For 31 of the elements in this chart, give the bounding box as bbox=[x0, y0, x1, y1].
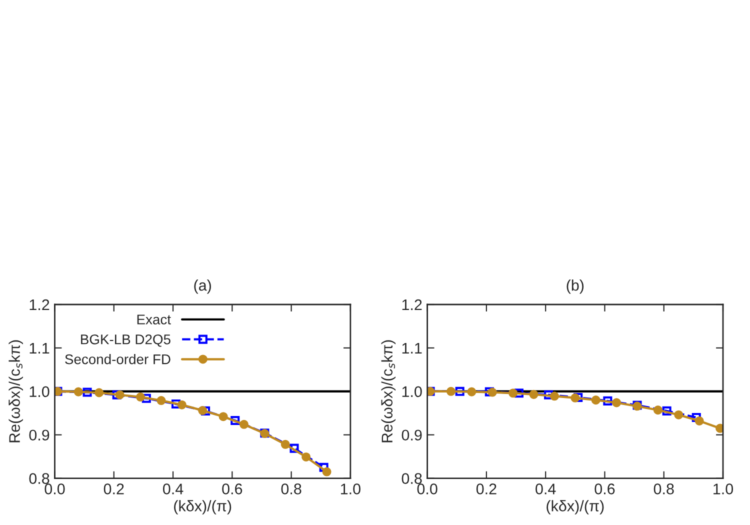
y-tick-label: 1.0 bbox=[30, 386, 50, 398]
chart-title: (a) bbox=[194, 280, 211, 294]
legend-label: Exact bbox=[137, 314, 171, 324]
x-tick-label: 0.8 bbox=[281, 484, 302, 494]
y-axis-title: Re(ωδx)/(c$_{s}$kπ) bbox=[8, 340, 23, 442]
x-tick-label: 0.0 bbox=[44, 484, 65, 494]
x-tick-label: 1.0 bbox=[714, 484, 734, 494]
x-tick-label: 0.2 bbox=[476, 484, 496, 494]
x-tick-label: 0.2 bbox=[104, 484, 124, 494]
x-tick-label: 1.0 bbox=[340, 484, 360, 494]
y-tick-label: 0.8 bbox=[29, 473, 50, 484]
chart-title: (b) bbox=[566, 280, 584, 294]
y-axis-title: Re(ωδx)/(c$_{s}$kπ) bbox=[381, 340, 396, 442]
legend-label: BGK-LB D2Q5 bbox=[81, 334, 170, 347]
y-tick-label: 1.2 bbox=[30, 299, 50, 310]
x-axis-title: (kδx)/(π) bbox=[174, 500, 232, 514]
y-tick-label: 1.1 bbox=[30, 342, 50, 354]
y-tick-label: 1.2 bbox=[402, 299, 422, 310]
y-tick-label: 0.9 bbox=[402, 430, 422, 441]
y-tick-label: 1.1 bbox=[402, 342, 422, 354]
y-tick-label: 1.0 bbox=[402, 386, 422, 398]
y-tick-label: 0.9 bbox=[29, 430, 50, 441]
y-tick-label: 0.8 bbox=[402, 473, 422, 484]
x-tick-label: 0.0 bbox=[417, 484, 438, 494]
x-tick-label: 0.4 bbox=[163, 484, 184, 494]
x-tick-label: 0.6 bbox=[222, 484, 242, 494]
x-tick-label: 0.4 bbox=[536, 484, 556, 494]
x-tick-label: 0.8 bbox=[654, 484, 674, 494]
x-tick-label: 0.6 bbox=[594, 484, 615, 494]
legend-label: Second-order FD bbox=[65, 354, 170, 364]
x-axis-title: (kδx)/(π) bbox=[546, 500, 604, 514]
